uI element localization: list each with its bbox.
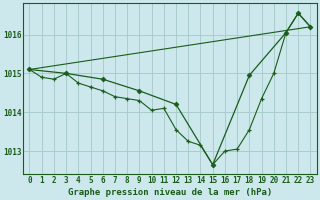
X-axis label: Graphe pression niveau de la mer (hPa): Graphe pression niveau de la mer (hPa) bbox=[68, 188, 272, 197]
